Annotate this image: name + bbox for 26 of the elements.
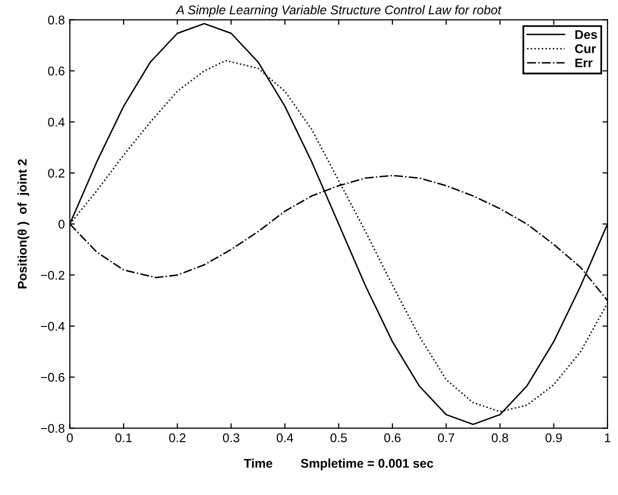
x-axis-title: Time Smpletime = 0.001 sec bbox=[244, 458, 434, 470]
x-tick-label: 1 bbox=[604, 433, 610, 442]
y-tick-label: −0.8 bbox=[40, 424, 64, 433]
x-tick-label: 0.7 bbox=[438, 433, 454, 442]
legend-label: Err bbox=[575, 58, 592, 68]
x-tick-label: 0.3 bbox=[222, 433, 240, 442]
x-tick-label: 0.9 bbox=[546, 433, 562, 442]
y-tick-label: 0 bbox=[58, 220, 64, 229]
x-tick-label: 0.8 bbox=[492, 433, 508, 442]
x-tick-label: 0 bbox=[66, 433, 73, 442]
x-tick-label: 0.2 bbox=[169, 433, 186, 442]
chart-title: A Simple Learning Variable Structure Control Law for robot bbox=[176, 5, 502, 17]
y-tick-label: 0.2 bbox=[48, 168, 64, 178]
x-tick-label: 0.6 bbox=[384, 433, 401, 442]
y-tick-label: −0.2 bbox=[40, 270, 64, 280]
legend-label: Cur bbox=[575, 44, 596, 54]
y-axis-title: Position(θ ) of joint 2 bbox=[18, 159, 30, 288]
y-tick-label: 0.6 bbox=[48, 66, 64, 76]
x-tick-label: 0.1 bbox=[115, 433, 132, 442]
y-tick-label: −0.6 bbox=[40, 372, 64, 382]
y-tick-label: −0.4 bbox=[40, 322, 65, 331]
x-tick-label: 0.5 bbox=[330, 433, 347, 442]
y-tick-label: 0.4 bbox=[48, 118, 65, 127]
x-tick-label: 0.4 bbox=[276, 433, 294, 442]
y-tick-label: 0.8 bbox=[48, 16, 64, 24]
legend-label: Des bbox=[575, 30, 597, 39]
